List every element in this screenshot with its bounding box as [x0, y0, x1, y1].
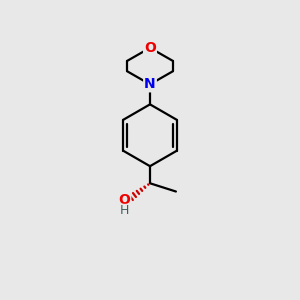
Text: O: O: [118, 193, 130, 207]
Text: O: O: [144, 41, 156, 55]
Text: H: H: [120, 205, 129, 218]
Text: N: N: [144, 77, 156, 91]
